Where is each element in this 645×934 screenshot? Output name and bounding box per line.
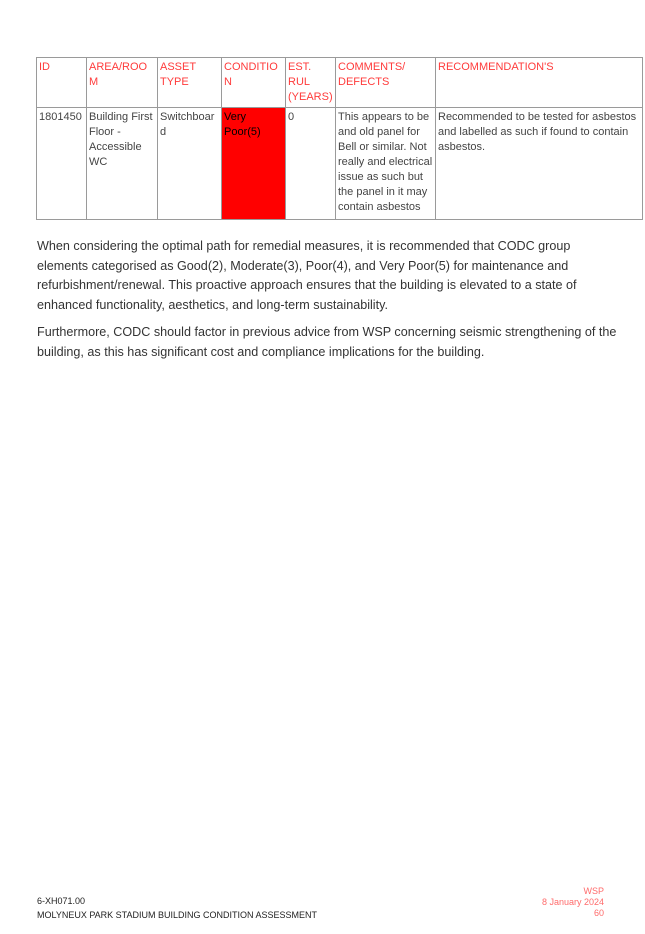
header-recommendations: RECOMMENDATION'S xyxy=(435,57,643,108)
content-flow: ID AREA/ROOM ASSET TYPE CONDITION EST. R… xyxy=(36,57,643,362)
footer-title: MOLYNEUX PARK STADIUM BUILDING CONDITION… xyxy=(37,910,318,920)
header-asset-type: ASSET TYPE xyxy=(157,57,222,108)
header-est-rul: EST. RUL (YEARS) xyxy=(285,57,336,108)
footer-meta: WSP 8 January 2024 60 xyxy=(542,886,604,919)
footer-date: 8 January 2024 xyxy=(541,897,604,907)
paragraph-seismic: Furthermore, CODC should factor in previ… xyxy=(37,325,617,359)
table-header-row: ID AREA/ROOM ASSET TYPE CONDITION EST. R… xyxy=(36,57,643,108)
header-comments: COMMENTS/ DEFECTS xyxy=(335,57,436,108)
footer-code: 6-XH071.00 xyxy=(37,896,86,906)
cell-id: 1801450 xyxy=(36,107,87,220)
header-id: ID xyxy=(36,57,87,108)
paragraph-remedial: When considering the optimal path for re… xyxy=(37,239,577,312)
cell-est-rul: 0 xyxy=(285,107,336,220)
table-row: 1801450 Building First Floor - Accessibl… xyxy=(36,107,643,220)
page-number: 60 xyxy=(593,908,604,918)
condition-table: ID AREA/ROOM ASSET TYPE CONDITION EST. R… xyxy=(36,57,643,220)
cell-comments: This appears to be and old panel for Bel… xyxy=(335,107,436,220)
cell-asset-type: Switchboard xyxy=(157,107,222,220)
cell-recommendation: Recommended to be tested for asbestos an… xyxy=(435,107,643,220)
header-area: AREA/ROOM xyxy=(86,57,158,108)
footer-company: WSP xyxy=(583,886,604,896)
cell-condition: Very Poor(5) xyxy=(221,107,286,220)
header-condition: CONDITION xyxy=(221,57,286,108)
cell-area: Building First Floor - Accessible WC xyxy=(86,107,158,220)
